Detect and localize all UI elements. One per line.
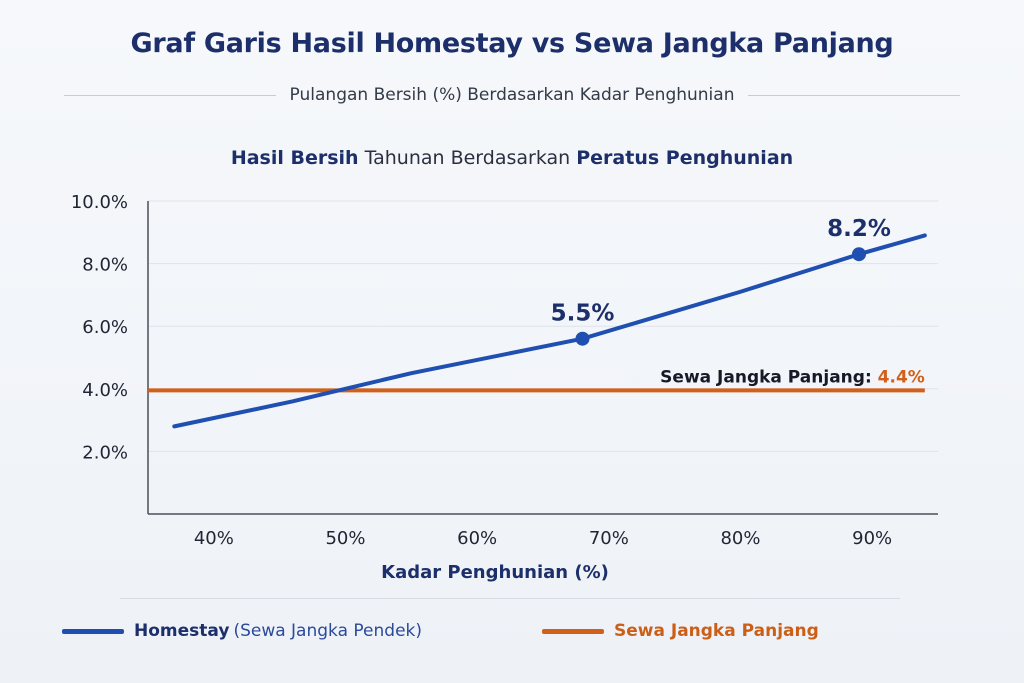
- chart-title-bold-2: Peratus Penghunian: [576, 147, 794, 169]
- x-tick-label: 70%: [589, 528, 629, 549]
- y-tick-label: 10.0%: [71, 192, 128, 213]
- long-term-annotation-label: Sewa Jangka Panjang:: [660, 367, 878, 387]
- y-tick-label: 8.0%: [82, 255, 128, 276]
- subtitle-rule-right: [748, 94, 961, 96]
- legend-homestay-detail: (Sewa Jangka Pendek): [233, 621, 423, 641]
- subtitle: Pulangan Bersih (%) Berdasarkan Kadar Pe…: [289, 85, 735, 105]
- long-term-annotation-value: 4.4%: [878, 367, 925, 387]
- legend-item-homestay: Homestay (Sewa Jangka Pendek): [62, 618, 422, 644]
- chart-title-plain: Tahunan Berdasarkan: [358, 147, 577, 169]
- x-axis-label: Kadar Penghunian (%): [381, 562, 609, 583]
- chart-title: Hasil Bersih Tahunan Berdasarkan Peratus…: [0, 147, 1024, 169]
- legend-divider: [120, 598, 900, 599]
- x-tick-label: 90%: [852, 528, 892, 549]
- legend-homestay-name: Homestay: [134, 621, 230, 641]
- x-tick-label: 40%: [194, 528, 234, 549]
- y-tick-label: 6.0%: [82, 317, 128, 338]
- subtitle-rule-left: [64, 94, 276, 96]
- data-point-marker: [852, 247, 866, 262]
- legend-swatch-homestay: [62, 628, 124, 634]
- x-tick-label: 50%: [325, 528, 365, 549]
- page-title: Graf Garis Hasil Homestay vs Sewa Jangka…: [130, 28, 894, 59]
- data-point-label: 8.2%: [827, 216, 891, 242]
- x-tick-label: 60%: [457, 528, 497, 549]
- legend-swatch-long-term: [542, 628, 604, 634]
- data-point-marker: [575, 331, 590, 346]
- legend-long-term-name: Sewa Jangka Panjang: [614, 621, 819, 641]
- x-tick-label: 80%: [720, 528, 760, 549]
- y-tick-label: 2.0%: [82, 442, 128, 463]
- long-term-annotation: Sewa Jangka Panjang: 4.4%: [660, 367, 925, 387]
- subtitle-row: Pulangan Bersih (%) Berdasarkan Kadar Pe…: [64, 82, 961, 108]
- data-point-label: 5.5%: [551, 301, 615, 327]
- y-tick-label: 4.0%: [82, 380, 128, 401]
- chart-title-bold-1: Hasil Bersih: [230, 147, 359, 169]
- legend-item-long-term: Sewa Jangka Panjang: [542, 618, 819, 644]
